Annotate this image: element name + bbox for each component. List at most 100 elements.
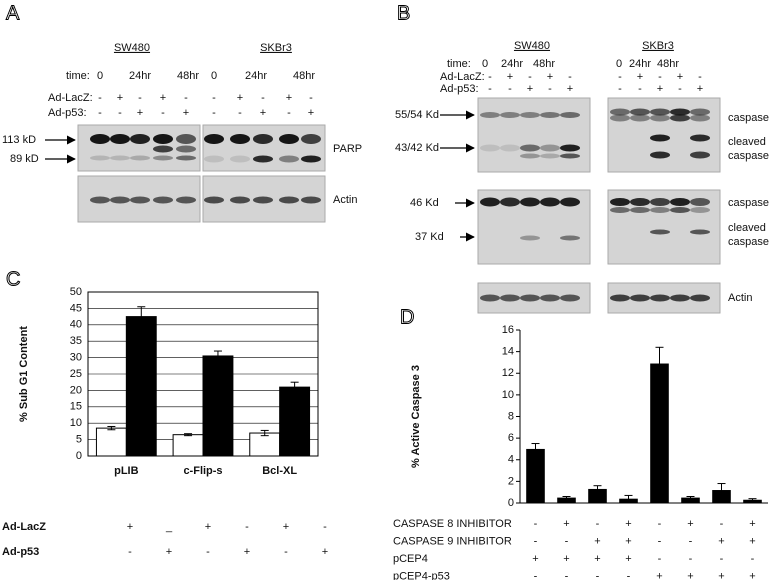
panel-letter: D <box>400 306 414 328</box>
sign: - <box>658 71 662 83</box>
band <box>650 198 670 206</box>
y-axis-label: % Sub G1 Content <box>18 326 30 422</box>
sign: + <box>183 107 189 119</box>
x-tick-label: pLIB <box>114 465 138 477</box>
blot-label: cleaved <box>728 222 766 234</box>
band <box>670 114 690 122</box>
band <box>520 197 540 207</box>
sign: - <box>138 92 142 104</box>
band <box>670 198 690 206</box>
band <box>560 294 580 302</box>
blot-label: cleaved <box>728 136 766 148</box>
row-label: Ad-p53: <box>48 107 87 119</box>
sign: - <box>206 546 210 558</box>
blot <box>477 97 591 173</box>
row-label: Ad-LacZ <box>2 521 46 533</box>
cell-line: SKBr3 <box>642 40 674 52</box>
time-label: 0 <box>616 58 622 70</box>
band <box>500 144 520 152</box>
band <box>610 207 630 213</box>
sign: - <box>212 92 216 104</box>
band <box>690 114 710 122</box>
blot-label: PARP <box>333 143 362 155</box>
sign: + <box>166 546 172 558</box>
sign: - <box>287 107 291 119</box>
time-label: time: <box>447 58 471 70</box>
marker-label: 46 Kd <box>410 197 439 209</box>
band <box>540 144 560 152</box>
band <box>540 112 560 118</box>
blot-label: Actin <box>333 194 357 206</box>
band <box>520 153 540 159</box>
blot <box>202 124 326 172</box>
y-tick-label: 8 <box>508 410 514 422</box>
band <box>130 134 150 144</box>
band <box>90 196 110 204</box>
sign: - <box>618 83 622 95</box>
sign: - <box>245 521 249 533</box>
band <box>153 155 173 161</box>
band <box>500 197 520 207</box>
sign: + <box>563 518 569 530</box>
sign: + <box>244 546 250 558</box>
y-tick-label: 0 <box>76 450 82 462</box>
y-tick-label: 50 <box>70 286 82 298</box>
time-label: 24hr <box>501 58 523 70</box>
y-tick-label: 35 <box>70 335 82 347</box>
band <box>153 196 173 204</box>
band <box>230 196 250 204</box>
sign: + <box>677 71 683 83</box>
band <box>110 155 130 161</box>
band <box>279 134 299 144</box>
band <box>230 155 250 163</box>
blot-label: caspase 8 <box>728 150 770 162</box>
band <box>690 108 710 116</box>
sign: - <box>309 92 313 104</box>
time-label: time: <box>66 70 90 82</box>
marker-label: 55/54 Kd <box>395 109 439 121</box>
band <box>301 196 321 204</box>
sign: - <box>98 107 102 119</box>
y-tick-label: 12 <box>502 367 514 379</box>
band <box>560 153 580 159</box>
sign: - <box>720 553 724 565</box>
band <box>253 196 273 204</box>
sign: - <box>596 518 600 530</box>
band <box>630 207 650 213</box>
row-label: pCEP4 <box>393 553 428 565</box>
sign: - <box>528 71 532 83</box>
bar <box>95 427 127 457</box>
row-label: CASPASE 9 INHIBITOR <box>393 535 512 547</box>
band <box>630 108 650 116</box>
sign: + <box>563 553 569 565</box>
y-tick-label: 6 <box>508 432 514 444</box>
x-tick-label: c-Flip-s <box>183 465 222 477</box>
row-label: Ad-p53: <box>440 83 479 95</box>
band <box>176 155 196 161</box>
band <box>690 294 710 302</box>
row-label: Ad-LacZ: <box>440 71 485 83</box>
sign: + <box>594 535 600 547</box>
band <box>690 151 710 159</box>
sign: - <box>534 570 538 580</box>
time-label: 48hr <box>533 58 555 70</box>
band <box>670 294 690 302</box>
sign: - <box>548 83 552 95</box>
band <box>279 196 299 204</box>
row-label: Ad-p53 <box>2 546 39 558</box>
time-label: 48hr <box>293 70 315 82</box>
panel-letter: C <box>6 268 20 290</box>
sign: + <box>308 107 314 119</box>
sign: - <box>698 71 702 83</box>
band <box>650 134 670 142</box>
band <box>90 134 110 144</box>
sign: + <box>718 570 724 580</box>
y-axis-label: % Active Caspase 3 <box>410 365 422 468</box>
sign: + <box>322 546 328 558</box>
marker-label: 89 kD <box>10 153 39 165</box>
band <box>500 112 520 118</box>
sign: - <box>689 553 693 565</box>
x-tick-label: Bcl-XL <box>262 465 297 477</box>
band <box>110 134 130 144</box>
y-tick-label: 0 <box>508 497 514 509</box>
